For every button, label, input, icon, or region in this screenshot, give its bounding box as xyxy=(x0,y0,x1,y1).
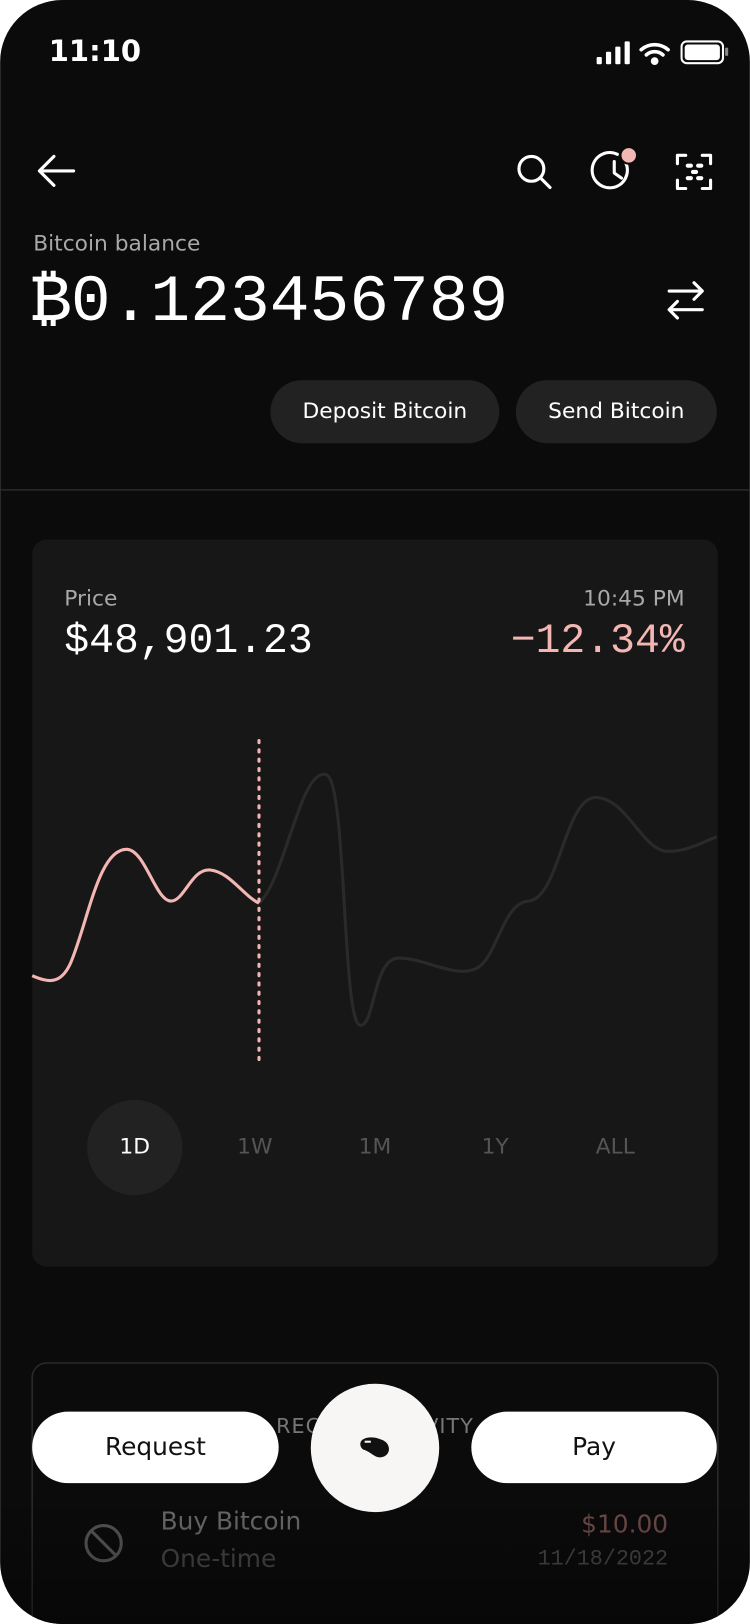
price-label: Price xyxy=(64,587,117,612)
price-time: 10:45 PM xyxy=(583,587,684,612)
range-selected xyxy=(87,1099,183,1196)
request-label: Request xyxy=(105,1432,206,1461)
send-button[interactable]: Send Bitcoin xyxy=(515,380,717,444)
swap-button[interactable] xyxy=(667,281,704,320)
center-button[interactable] xyxy=(310,1383,440,1513)
price-line-future xyxy=(257,773,718,1027)
history-button[interactable] xyxy=(590,151,629,190)
pay-label: Pay xyxy=(572,1432,616,1461)
back-button[interactable] xyxy=(37,154,76,187)
search-button[interactable] xyxy=(517,154,552,190)
bottom-fade xyxy=(0,1491,750,1624)
request-button[interactable]: Request xyxy=(32,1411,279,1484)
scan-button[interactable] xyxy=(675,153,713,191)
pay-button[interactable]: Pay xyxy=(471,1411,717,1484)
send-label: Send Bitcoin xyxy=(548,399,684,424)
price-line xyxy=(31,847,260,983)
status-time: 11:10 xyxy=(49,34,141,68)
signal-icon xyxy=(596,41,630,65)
range-tab[interactable]: 1Y xyxy=(482,1135,510,1160)
price-value: $48,901.23 xyxy=(64,619,312,665)
range-tab[interactable]: 1M xyxy=(359,1135,392,1160)
deposit-button[interactable]: Deposit Bitcoin xyxy=(270,380,500,444)
price-change: −12.34% xyxy=(511,619,685,665)
range-tab[interactable]: 1W xyxy=(237,1135,272,1160)
price-card xyxy=(32,539,718,1267)
range-tab[interactable]: ALL xyxy=(596,1135,635,1160)
balance-label: Bitcoin balance xyxy=(33,231,200,256)
notification-dot xyxy=(619,146,639,165)
deposit-label: Deposit Bitcoin xyxy=(303,399,468,424)
balance-amount: ₿0.123456789 xyxy=(31,265,508,340)
wifi-icon xyxy=(639,42,670,65)
battery-icon xyxy=(680,40,729,65)
range-tab[interactable]: 1D xyxy=(119,1135,150,1160)
